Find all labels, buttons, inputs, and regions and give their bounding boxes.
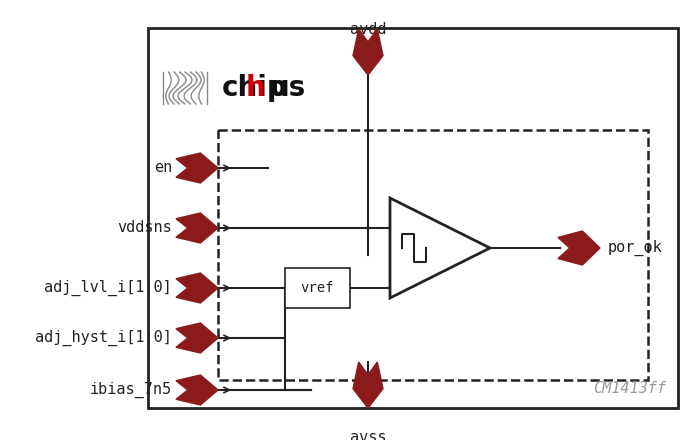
Text: en: en [154, 161, 172, 176]
Polygon shape [353, 362, 383, 408]
Text: adj_lvl_i[1:0]: adj_lvl_i[1:0] [44, 280, 172, 296]
Text: avdd: avdd [350, 22, 386, 37]
Polygon shape [176, 153, 218, 183]
Bar [148, 28, 678, 408]
Text: CM1413ff: CM1413ff [593, 381, 666, 396]
Polygon shape [353, 29, 383, 75]
Polygon shape [176, 375, 218, 405]
Text: chip: chip [222, 74, 288, 102]
Text: h: h [246, 74, 266, 102]
Bar [218, 130, 648, 380]
Text: vref: vref [301, 281, 335, 295]
Text: us: us [270, 74, 307, 102]
Polygon shape [176, 273, 218, 303]
Polygon shape [176, 323, 218, 353]
Text: vddsns: vddsns [118, 220, 172, 235]
Text: avss: avss [350, 430, 386, 440]
Polygon shape [558, 231, 600, 265]
Bar [285, 268, 350, 308]
Polygon shape [176, 213, 218, 243]
Text: por_ok: por_ok [608, 240, 663, 256]
Text: ibias_7n5: ibias_7n5 [90, 382, 172, 398]
Text: adj_hyst_i[1:0]: adj_hyst_i[1:0] [35, 330, 172, 346]
Polygon shape [390, 198, 490, 298]
